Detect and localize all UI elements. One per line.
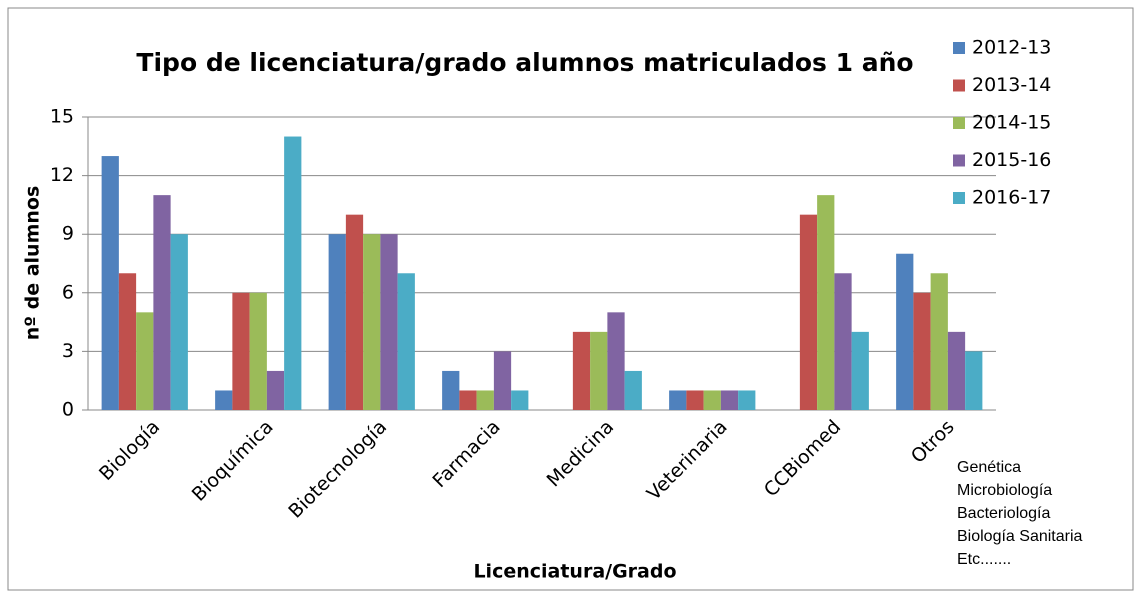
legend-label: 2016-17 xyxy=(972,187,1051,209)
legend-swatch xyxy=(953,42,965,54)
bar xyxy=(572,331,591,410)
bar xyxy=(153,195,171,410)
bar xyxy=(930,273,948,410)
y-tick-label: 15 xyxy=(50,106,74,128)
y-tick-label: 6 xyxy=(62,281,74,303)
bar xyxy=(380,234,398,410)
bar xyxy=(266,370,285,410)
bar xyxy=(913,292,931,410)
bar xyxy=(607,312,625,410)
y-tick-label: 9 xyxy=(62,223,74,245)
legend-label: 2015-16 xyxy=(972,149,1051,171)
bar xyxy=(686,390,704,410)
bar xyxy=(738,390,756,410)
bar xyxy=(965,351,983,410)
annotation: Bacteriología xyxy=(957,505,1050,522)
bar xyxy=(511,390,529,410)
y-tick-label: 0 xyxy=(62,399,74,421)
annotation: Genética xyxy=(957,459,1021,476)
bar xyxy=(476,390,494,410)
bar xyxy=(345,214,364,410)
bar xyxy=(834,273,852,410)
bar xyxy=(232,292,250,410)
y-tick-label: 12 xyxy=(50,164,74,186)
bar xyxy=(896,253,914,410)
bar xyxy=(851,331,869,410)
legend-swatch xyxy=(953,79,965,92)
bar xyxy=(669,390,687,410)
bar xyxy=(624,370,642,410)
legend-swatch xyxy=(953,154,965,167)
legend-label: 2012-13 xyxy=(972,37,1051,59)
bar xyxy=(363,234,381,410)
bar xyxy=(136,312,154,410)
legend-label: 2014-15 xyxy=(972,112,1051,134)
legend-swatch xyxy=(953,117,965,129)
legend-label: 2013-14 xyxy=(972,74,1051,96)
y-axis-label: nº de alumnos xyxy=(22,186,44,341)
annotation: Biología Sanitaria xyxy=(957,528,1083,545)
bar xyxy=(442,370,460,410)
bar xyxy=(590,331,608,410)
bar xyxy=(118,273,137,410)
bar xyxy=(493,351,512,410)
bar xyxy=(947,331,966,410)
bar xyxy=(284,136,302,411)
bar xyxy=(817,195,835,410)
annotation: Microbiología xyxy=(957,482,1052,499)
bar xyxy=(101,156,119,410)
bar xyxy=(249,292,267,410)
bar xyxy=(799,214,818,410)
bar xyxy=(397,273,415,410)
y-tick-label: 3 xyxy=(62,340,74,362)
bar xyxy=(720,390,739,410)
bar xyxy=(170,234,188,410)
bar xyxy=(703,390,721,410)
bar xyxy=(215,390,233,410)
legend-swatch xyxy=(953,192,965,204)
x-axis-label: Licenciatura/Grado xyxy=(473,561,676,583)
bar xyxy=(459,390,477,410)
bar xyxy=(328,234,346,410)
chart-title: Tipo de licenciatura/grado alumnos matri… xyxy=(136,48,913,77)
annotation: Etc....... xyxy=(957,551,1011,568)
